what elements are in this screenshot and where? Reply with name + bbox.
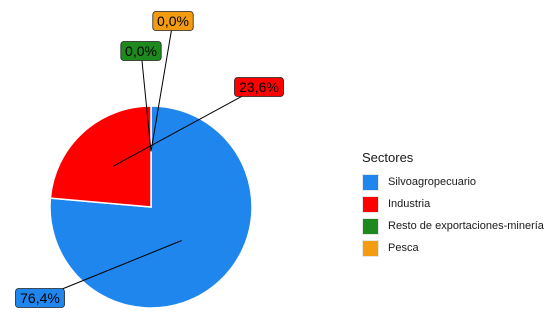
data-label-box-1 (234, 77, 284, 97)
leader-line-0 (39, 240, 182, 299)
leader-line-2 (140, 50, 152, 152)
legend-label: Pesca (388, 242, 419, 254)
pie-slices (49, 105, 253, 309)
legend-item-industria: Industria (362, 193, 544, 215)
legend-label: Resto de exportaciones-minería (388, 220, 544, 232)
leader-line-3 (150, 20, 174, 152)
data-label-2: 0,0% (125, 43, 157, 59)
data-label-1: 23,6% (239, 79, 279, 95)
legend: Sectores Silvoagropecuario Industria Res… (362, 150, 544, 259)
legend-title: Sectores (362, 150, 414, 165)
legend-label: Silvoagropecuario (388, 176, 477, 188)
data-label-box-0 (15, 288, 65, 308)
legend-item-silvoagropecuario: Silvoagropecuario (362, 171, 544, 193)
data-label-3: 0,0% (157, 13, 189, 29)
data-label-0: 76,4% (20, 290, 60, 306)
legend-swatch (362, 239, 379, 257)
legend-label: Industria (388, 198, 431, 210)
legend-swatch (362, 217, 379, 235)
legend-item-resto: Resto de exportaciones-minería (362, 215, 544, 237)
legend-item-pesca: Pesca (362, 237, 544, 259)
leader-line-1 (113, 86, 260, 167)
legend-swatch (362, 195, 379, 213)
data-label-box-3 (152, 11, 194, 31)
data-label-box-2 (120, 41, 162, 61)
pie-slice-1 (49, 105, 152, 208)
legend-swatch (362, 173, 379, 191)
